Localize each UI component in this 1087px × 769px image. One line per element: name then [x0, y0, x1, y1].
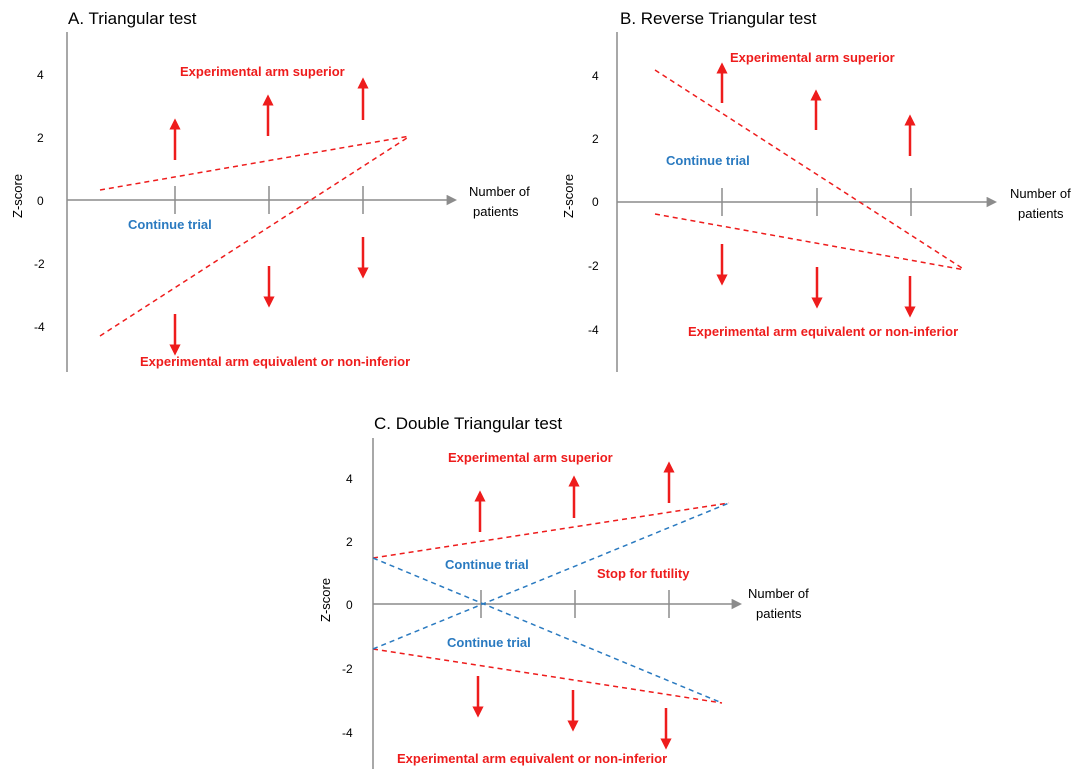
x-axis-label-line1: Number of — [1010, 186, 1071, 201]
y-tick-label: 0 — [346, 598, 353, 612]
inferior-label: Experimental arm equivalent or non-infer… — [140, 354, 410, 369]
y-tick-label: 2 — [592, 132, 599, 146]
y-tick-label: -2 — [588, 259, 599, 273]
superior-label: Experimental arm superior — [180, 64, 345, 79]
inferior-label: Experimental arm equivalent or non-infer… — [688, 324, 958, 339]
inferior-label: Experimental arm equivalent or non-infer… — [397, 751, 667, 766]
y-tick-label: 4 — [346, 472, 353, 486]
lower-boundary — [99, 135, 411, 337]
continue-label: Continue trial — [128, 217, 212, 232]
stop-futility-label: Stop for futility — [597, 566, 690, 581]
upper-boundary — [99, 135, 411, 191]
y-axis-label: Z-score — [561, 174, 576, 218]
y-tick-label: -2 — [34, 257, 45, 271]
y-tick-label: 4 — [37, 68, 44, 82]
lower-boundary — [372, 648, 723, 704]
panel-title: A. Triangular test — [68, 9, 197, 28]
panel-title: B. Reverse Triangular test — [620, 9, 817, 28]
superior-label: Experimental arm superior — [448, 450, 613, 465]
y-tick-label: 4 — [592, 69, 599, 83]
upper-boundary — [372, 502, 730, 559]
lower-boundary — [654, 213, 966, 271]
y-tick-label: -4 — [588, 323, 599, 337]
y-tick-label: 0 — [37, 194, 44, 208]
y-tick-label: 2 — [37, 131, 44, 145]
y-axis-label: Z-score — [318, 578, 333, 622]
y-tick-label: -4 — [34, 320, 45, 334]
upper-boundary — [654, 69, 966, 271]
futility-boundary-ascending — [372, 502, 730, 650]
continue-label: Continue trial — [445, 557, 529, 572]
x-axis-label-line2: patients — [473, 204, 519, 219]
y-tick-label: 0 — [592, 195, 599, 209]
y-tick-label: -2 — [342, 662, 353, 676]
superior-label: Experimental arm superior — [730, 50, 895, 65]
y-axis-label: Z-score — [10, 174, 25, 218]
x-axis-label-line2: patients — [1018, 206, 1064, 221]
continue-label: Continue trial — [447, 635, 531, 650]
continue-label: Continue trial — [666, 153, 750, 168]
x-axis-label-line2: patients — [756, 606, 802, 621]
panel-b: B. Reverse Triangular test 4 2 0 -2 -4 Z… — [561, 9, 1071, 372]
y-tick-label: -4 — [342, 726, 353, 740]
panel-a: A. Triangular test 4 2 0 -2 -4 Z-score N… — [10, 9, 530, 372]
x-axis-label-line1: Number of — [469, 184, 530, 199]
y-tick-label: 2 — [346, 535, 353, 549]
panel-title: C. Double Triangular test — [374, 414, 562, 433]
x-axis-label-line1: Number of — [748, 586, 809, 601]
panel-c: C. Double Triangular test 4 2 0 -2 -4 Z-… — [318, 414, 809, 769]
